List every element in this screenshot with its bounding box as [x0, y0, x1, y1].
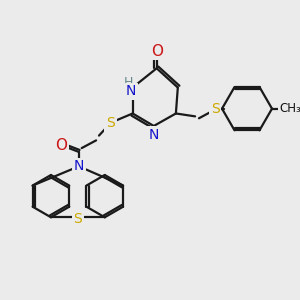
Text: CH₃: CH₃ — [279, 102, 300, 115]
Text: N: N — [148, 128, 159, 142]
Text: O: O — [56, 138, 68, 153]
Text: S: S — [211, 102, 220, 116]
Text: N: N — [74, 159, 84, 173]
Text: O: O — [151, 44, 163, 59]
Text: S: S — [74, 212, 82, 226]
Text: S: S — [106, 116, 115, 130]
Text: H: H — [124, 76, 134, 89]
Text: N: N — [125, 84, 136, 98]
